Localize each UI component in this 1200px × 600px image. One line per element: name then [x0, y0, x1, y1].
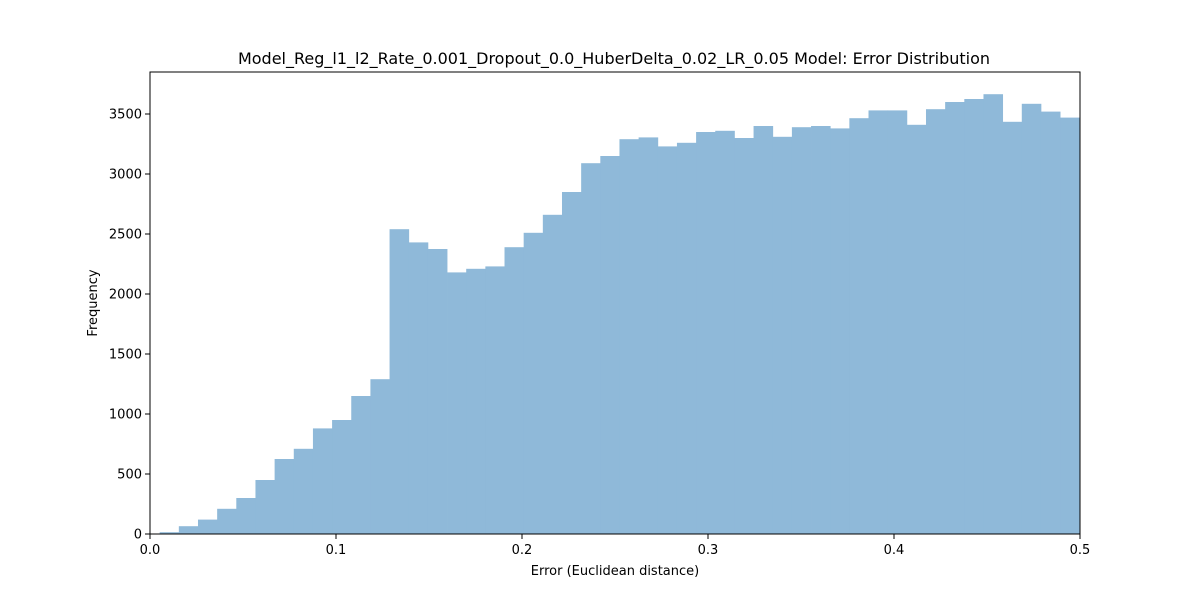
histogram-bar [523, 232, 544, 535]
x-axis-label: Error (Euclidean distance) [531, 564, 699, 579]
x-tick-label: 0.2 [512, 543, 533, 558]
y-tick-label: 2000 [109, 288, 142, 303]
histogram-bar [255, 480, 276, 534]
histogram-bar [1060, 117, 1080, 534]
histogram-bar [332, 420, 352, 534]
histogram-bar [178, 526, 199, 534]
histogram-bar [696, 132, 716, 534]
x-tick-label: 0.0 [140, 543, 161, 558]
histogram-bar [887, 110, 908, 535]
histogram-bar [312, 428, 333, 534]
x-tick-label: 0.5 [1070, 543, 1091, 558]
histogram-bar [389, 229, 410, 534]
y-tick-label: 3000 [109, 168, 142, 183]
histogram-bar [485, 266, 505, 534]
chart-title: Model_Reg_l1_l2_Rate_0.001_Dropout_0.0_H… [238, 49, 990, 69]
histogram-bar [408, 242, 429, 534]
y-tick-label: 1000 [109, 408, 142, 423]
histogram-bar [1002, 121, 1023, 535]
histogram-bar [868, 110, 889, 535]
histogram-bar [504, 247, 525, 534]
histogram-bar [849, 118, 869, 534]
histogram-bar [447, 272, 467, 534]
histogram-bar [274, 459, 295, 534]
histogram-bar [542, 214, 563, 535]
histogram-bar [561, 192, 582, 534]
histogram-bar [466, 268, 486, 534]
histogram-bar [370, 379, 390, 534]
histogram-bar [159, 532, 180, 534]
histogram-bar [293, 448, 314, 534]
y-tick-label: 3500 [109, 108, 142, 123]
histogram-bar [925, 109, 946, 534]
x-tick-label: 0.4 [884, 543, 905, 558]
histogram-bar [619, 139, 640, 534]
x-tick-label: 0.3 [698, 543, 719, 558]
histogram-bar [236, 498, 256, 534]
histogram-bar [772, 136, 793, 535]
histogram-bar [715, 130, 735, 535]
histogram-bar [676, 142, 697, 535]
y-axis: 0 500 1000 1500 2000 2500 3000 3500 [109, 108, 150, 543]
histogram-bar [1021, 103, 1042, 535]
histogram-bar [811, 126, 831, 534]
histogram-bar [983, 94, 1004, 534]
histogram-bar [734, 138, 754, 534]
histogram-bar [830, 128, 850, 534]
histogram-bar [791, 127, 812, 534]
y-tick-label: 500 [117, 468, 142, 483]
x-axis: 0.0 0.1 0.2 0.3 0.4 0.5 [140, 534, 1091, 558]
histogram-bar [657, 146, 678, 534]
histogram-bar [945, 102, 965, 534]
y-axis-label: Frequency [86, 269, 101, 336]
histogram-bar [906, 124, 927, 535]
histogram-bar [600, 156, 620, 534]
histogram-bar [351, 396, 371, 534]
y-tick-label: 0 [134, 528, 142, 543]
histogram-bar [753, 126, 774, 534]
histogram-bar [427, 249, 448, 534]
plot-area-frame [149, 71, 1081, 535]
histogram-bars [159, 94, 1080, 535]
histogram-bar [581, 163, 601, 534]
histogram-bar [197, 519, 218, 534]
y-tick-label: 1500 [109, 348, 142, 363]
histogram-bar [217, 508, 237, 534]
histogram-bar [964, 99, 984, 534]
histogram-bar [1040, 111, 1061, 534]
y-tick-label: 2500 [109, 228, 142, 243]
x-tick-label: 0.1 [326, 543, 347, 558]
histogram-bar [638, 137, 659, 534]
